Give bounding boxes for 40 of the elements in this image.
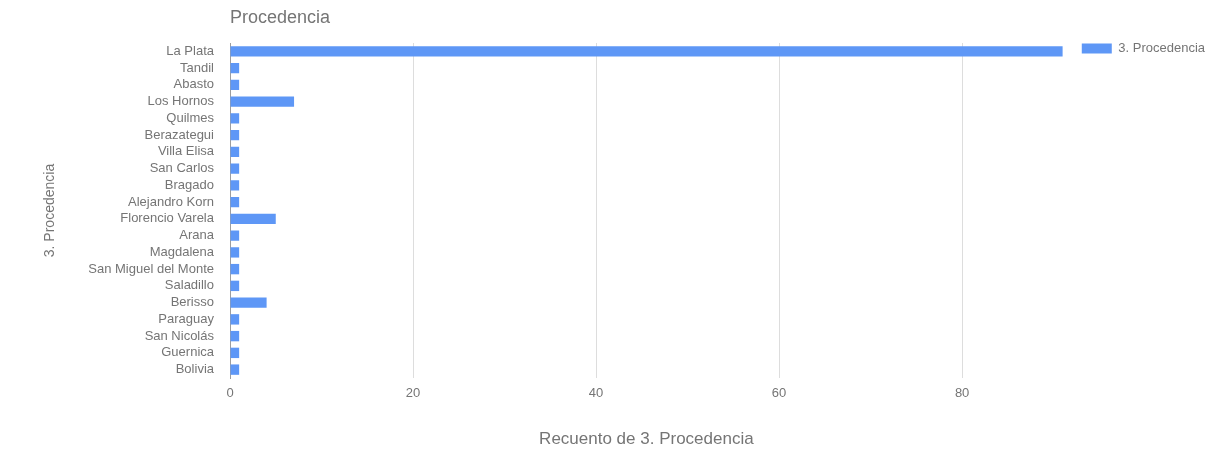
bar	[230, 364, 240, 375]
y-tick-label: Los Hornos	[147, 93, 215, 109]
chart-title: Procedencia	[230, 6, 332, 27]
x-tick-label: 0	[226, 385, 234, 401]
y-tick-label: Villa Elisa	[157, 143, 215, 159]
y-tick-label: Bragado	[164, 176, 214, 192]
bar	[230, 46, 1063, 57]
y-tick-label: Abasto	[173, 76, 214, 92]
bar	[230, 96, 295, 107]
x-axis-title: Recuento de 3. Procedencia	[539, 429, 755, 449]
bar	[230, 113, 240, 124]
x-tick-label: 20	[405, 385, 421, 401]
y-tick-label: Berazategui	[144, 126, 215, 142]
y-tick-label: Saladillo	[164, 277, 214, 293]
y-tick-label: San Carlos	[149, 160, 215, 176]
x-tick-label: 60	[771, 385, 787, 401]
x-tick-label: 40	[588, 385, 604, 401]
bar	[230, 180, 240, 191]
y-tick-label: Quilmes	[166, 109, 215, 125]
bar	[230, 213, 276, 225]
y-tick-label: La Plata	[166, 42, 215, 58]
bar	[230, 230, 240, 241]
y-tick-label: Arana	[179, 227, 215, 243]
bar	[230, 247, 240, 258]
bar	[230, 163, 240, 174]
bar	[230, 314, 240, 325]
y-tick-label: Berisso	[170, 294, 214, 310]
y-tick-label: San Miguel del Monte	[88, 260, 214, 276]
y-tick-label: San Nicolás	[144, 327, 215, 343]
bar	[230, 297, 267, 308]
y-tick-label: Guernica	[161, 344, 215, 360]
y-tick-label: Paraguay	[158, 310, 215, 326]
y-tick-label: Alejandro Korn	[128, 193, 214, 209]
y-tick-label: Tandil	[180, 59, 215, 75]
legend-label: 3. Procedencia	[1118, 40, 1206, 56]
y-tick-label: Florencio Varela	[120, 210, 215, 226]
y-axis-title: 3. Procedencia	[41, 163, 58, 258]
x-tick-label: 80	[954, 385, 970, 401]
y-tick-label: Bolivia	[175, 361, 215, 377]
y-tick-label: Magdalena	[149, 243, 215, 259]
